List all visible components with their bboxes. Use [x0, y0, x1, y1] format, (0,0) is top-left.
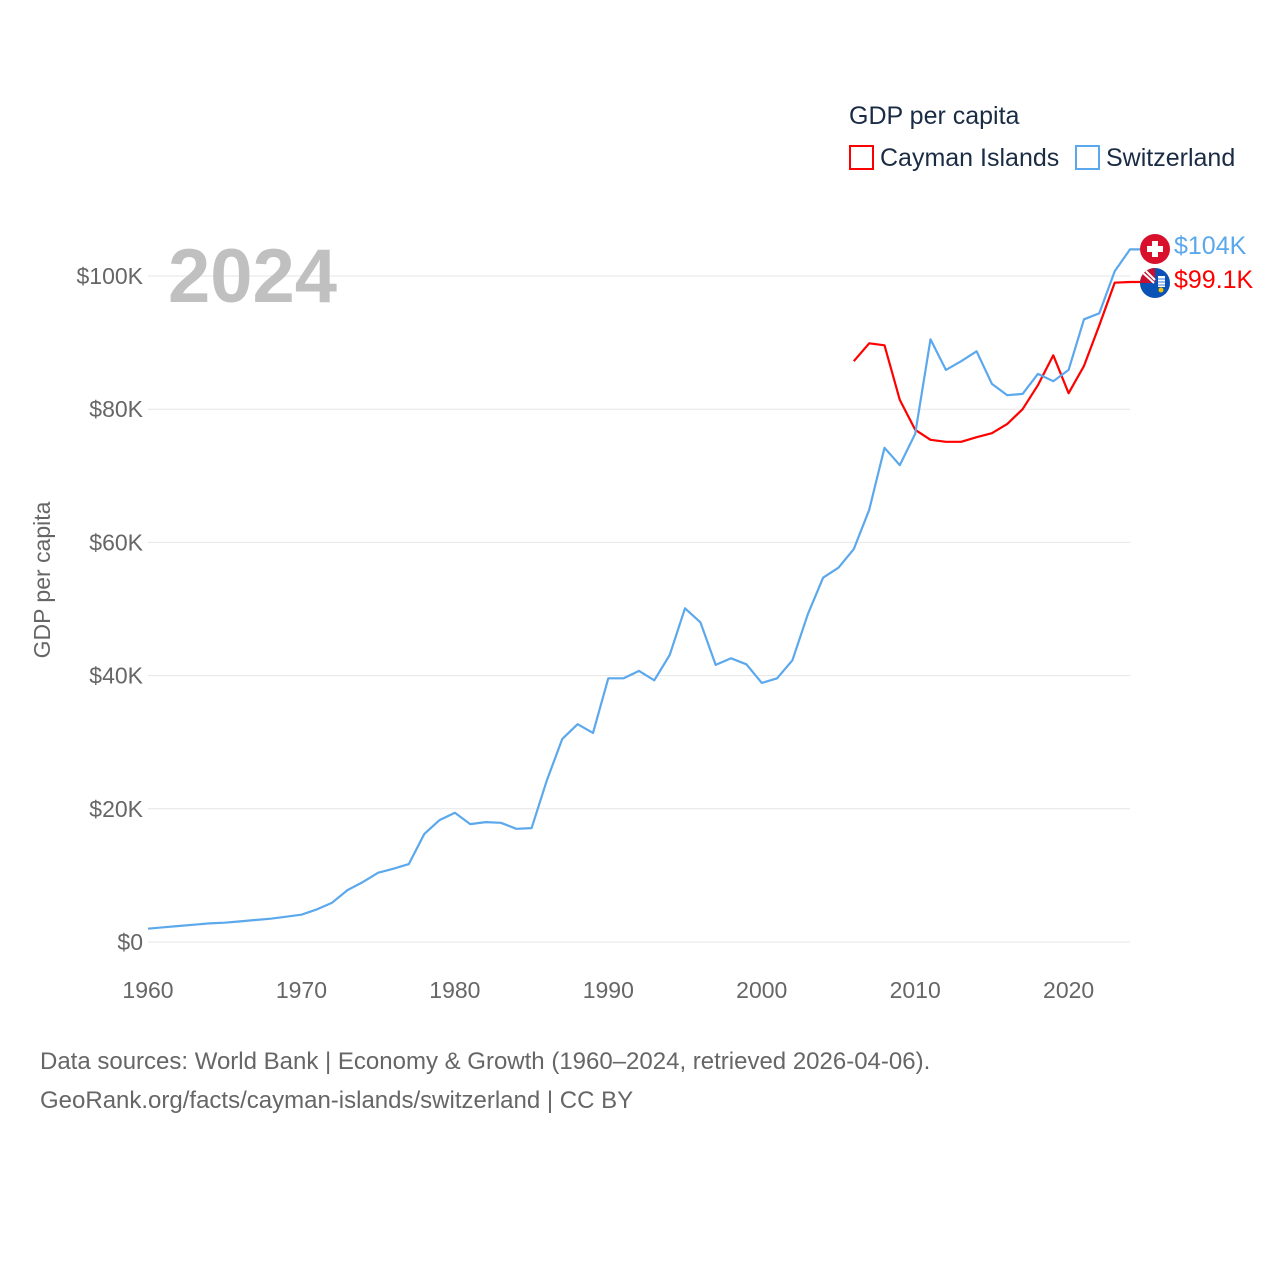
- y-axis-label: GDP per capita: [29, 501, 55, 658]
- y-tick-label: $40K: [89, 663, 143, 689]
- y-tick-label: $20K: [89, 796, 143, 822]
- x-tick-label: 2000: [736, 977, 787, 1003]
- legend-swatch-cayman-islands: [849, 145, 874, 170]
- y-tick-label: $100K: [76, 263, 143, 289]
- legend-title: GDP per capita: [849, 102, 1020, 130]
- y-tick-label: $80K: [89, 396, 143, 422]
- y-tick-label: $60K: [89, 529, 143, 555]
- legend-item-cayman-islands[interactable]: Cayman Islands: [849, 144, 1059, 172]
- legend-label-cayman-islands: Cayman Islands: [880, 144, 1059, 172]
- legend-label-switzerland: Switzerland: [1106, 144, 1235, 172]
- year-watermark: 2024: [168, 234, 337, 319]
- legend-swatch-switzerland: [1075, 145, 1100, 170]
- end-label-switzerland: $104K: [1174, 232, 1247, 260]
- series-line-cayman-islands: [852, 280, 1140, 443]
- legend-item-switzerland[interactable]: Switzerland: [1075, 144, 1235, 172]
- x-tick-label: 1960: [122, 977, 173, 1003]
- series-line-switzerland: [147, 248, 1140, 930]
- x-tick-label: 2020: [1043, 977, 1094, 1003]
- footer-line-sources: Data sources: World Bank | Economy & Gro…: [40, 1048, 931, 1075]
- series-lines: [147, 248, 1140, 930]
- x-tick-label: 2010: [890, 977, 941, 1003]
- y-tick-label: $0: [117, 929, 143, 955]
- footer-line-url: GeoRank.org/facts/cayman-islands/switzer…: [40, 1087, 634, 1114]
- x-tick-label: 1980: [429, 977, 480, 1003]
- y-axis-ticks: $0 $20K $40K $60K $80K $100K: [76, 263, 143, 955]
- grid-lines: [148, 275, 1130, 943]
- x-tick-label: 1970: [276, 977, 327, 1003]
- x-tick-label: 1990: [583, 977, 634, 1003]
- x-axis-ticks: 1960 1970 1980 1990 2000 2010 2020: [122, 977, 1094, 1003]
- switzerland-flag-icon: [1140, 234, 1170, 264]
- footer-source: Data sources: World Bank | Economy & Gro…: [40, 1042, 930, 1120]
- cayman-islands-flag-icon: [1140, 268, 1170, 298]
- end-label-cayman-islands: $99.1K: [1174, 266, 1254, 294]
